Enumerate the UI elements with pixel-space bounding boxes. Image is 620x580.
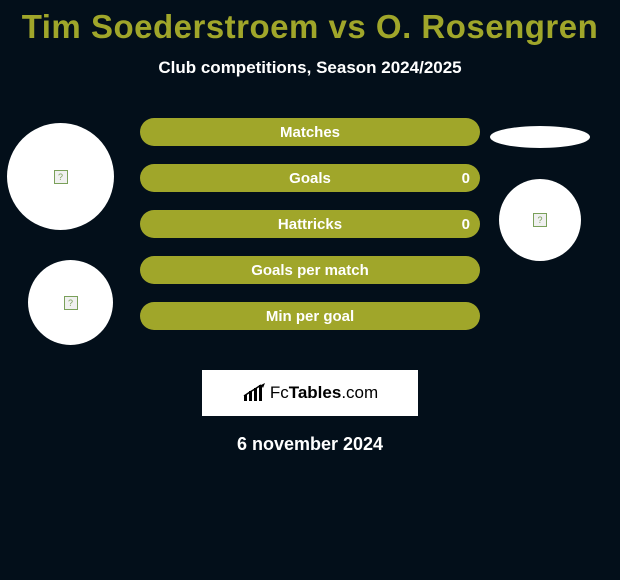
stat-row: Hattricks 0: [140, 210, 480, 238]
stat-label: Goals: [289, 170, 331, 187]
decor-ellipse: [490, 126, 590, 148]
stat-row: Goals 0: [140, 164, 480, 192]
image-placeholder-icon: ?: [54, 170, 68, 184]
stat-value-right: 0: [462, 216, 470, 233]
stat-label: Min per goal: [266, 308, 354, 325]
logo-suffix: .com: [341, 383, 378, 403]
stat-label: Hattricks: [278, 216, 342, 233]
page-title: Tim Soederstroem vs O. Rosengren: [0, 0, 620, 46]
logo-text: FcTables.com: [270, 383, 378, 403]
stat-value-right: 0: [462, 170, 470, 187]
logo-prefix: Fc: [270, 383, 289, 403]
image-placeholder-icon: ?: [64, 296, 78, 310]
stat-label: Goals per match: [251, 262, 369, 279]
subtitle: Club competitions, Season 2024/2025: [0, 58, 620, 78]
stat-rows: Matches Goals 0 Hattricks 0 Goals per match Mi…: [140, 118, 480, 330]
avatar-circle: ?: [28, 260, 113, 345]
stat-row: Matches: [140, 118, 480, 146]
stat-row: Goals per match: [140, 256, 480, 284]
chart-icon: [242, 383, 268, 403]
avatar-circle: ?: [499, 179, 581, 261]
logo-inner: FcTables.com: [204, 372, 416, 414]
stat-label: Matches: [280, 124, 340, 141]
logo-main: Tables: [289, 383, 342, 403]
logo-box: FcTables.com: [202, 370, 418, 416]
date-line: 6 november 2024: [0, 434, 620, 455]
stat-row: Min per goal: [140, 302, 480, 330]
avatar-circle: ?: [7, 123, 114, 230]
image-placeholder-icon: ?: [533, 213, 547, 227]
